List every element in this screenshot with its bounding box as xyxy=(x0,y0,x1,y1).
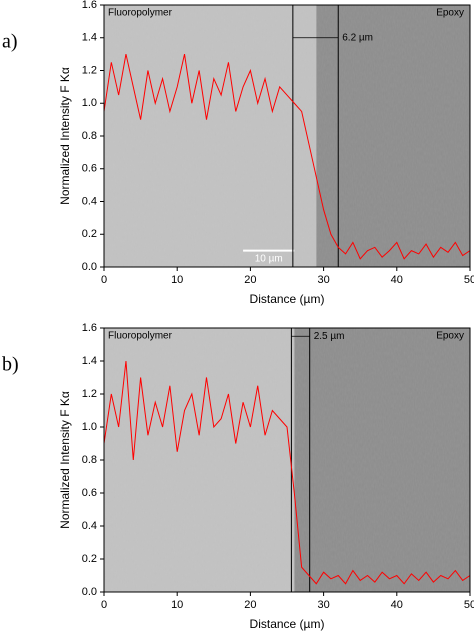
x-tick-label: 10 xyxy=(171,274,183,286)
y-axis-title: Normalized Intensity F Kα xyxy=(58,67,72,205)
y-tick-label: 1.0 xyxy=(82,421,97,433)
x-tick-label: 50 xyxy=(464,599,474,611)
y-tick-label: 1.4 xyxy=(82,355,97,367)
y-tick-label: 0.6 xyxy=(82,163,97,175)
x-axis-title: Distance (µm) xyxy=(250,617,325,631)
x-tick-label: 30 xyxy=(317,599,329,611)
region-texture xyxy=(104,328,295,592)
scale-bar-label: 10 µm xyxy=(255,253,283,264)
y-tick-label: 0.4 xyxy=(82,520,97,532)
y-tick-label: 0.4 xyxy=(82,195,97,207)
y-axis-title: Normalized Intensity F Kα xyxy=(58,391,72,529)
x-tick-label: 20 xyxy=(244,274,256,286)
region-label: Epoxy xyxy=(436,331,464,342)
y-tick-label: 0.2 xyxy=(82,228,97,240)
x-tick-label: 10 xyxy=(171,599,183,611)
panel-label: a) xyxy=(2,31,18,53)
region-texture xyxy=(316,5,470,267)
y-tick-label: 0.8 xyxy=(82,454,97,466)
x-tick-label: 0 xyxy=(101,599,107,611)
y-tick-label: 1.2 xyxy=(82,388,97,400)
x-tick-label: 40 xyxy=(391,599,403,611)
x-tick-label: 30 xyxy=(317,274,329,286)
y-tick-label: 1.6 xyxy=(82,0,97,11)
x-axis-title: Distance (µm) xyxy=(250,292,325,306)
y-tick-label: 0.6 xyxy=(82,487,97,499)
panel-label: b) xyxy=(2,354,19,376)
y-tick-label: 0.0 xyxy=(82,586,97,598)
y-tick-label: 1.4 xyxy=(82,32,97,44)
annotation-label: 2.5 µm xyxy=(314,331,345,342)
annotation-label: 6.2 µm xyxy=(342,32,373,43)
region-texture xyxy=(294,328,470,592)
x-tick-label: 50 xyxy=(464,274,474,286)
region-texture xyxy=(104,5,317,267)
x-tick-label: 20 xyxy=(244,599,256,611)
x-tick-label: 0 xyxy=(101,274,107,286)
y-tick-label: 1.2 xyxy=(82,64,97,76)
y-tick-label: 0.8 xyxy=(82,130,97,142)
data-line xyxy=(103,360,471,585)
y-tick-label: 0.2 xyxy=(82,553,97,565)
region-label: Fluoropolymer xyxy=(108,8,173,19)
y-tick-label: 0.0 xyxy=(82,261,97,273)
region-label: Epoxy xyxy=(436,8,464,19)
x-tick-label: 40 xyxy=(391,274,403,286)
y-tick-label: 1.0 xyxy=(82,97,97,109)
data-line xyxy=(103,54,471,260)
region-label: Fluoropolymer xyxy=(108,331,173,342)
y-tick-label: 1.6 xyxy=(82,322,97,334)
